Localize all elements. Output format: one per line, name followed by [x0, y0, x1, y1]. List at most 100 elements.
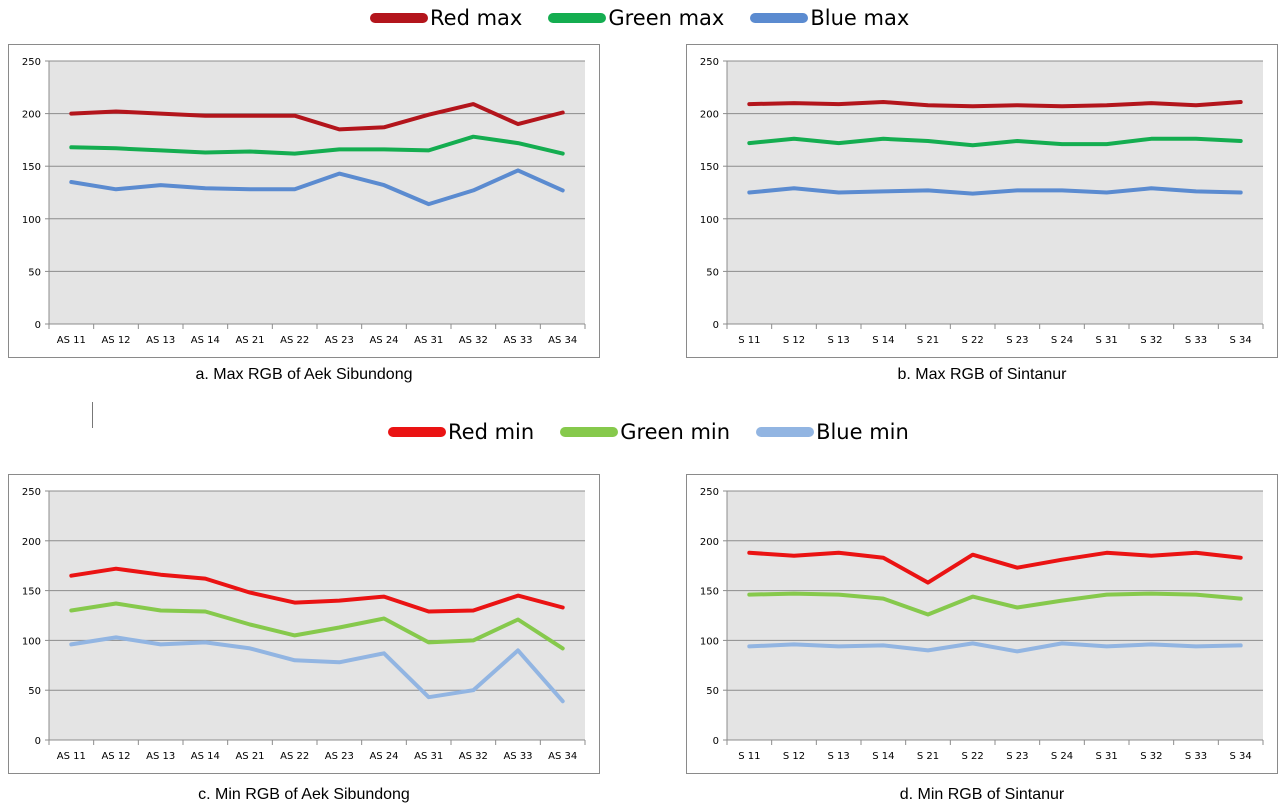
x-tick-label: AS 22 [280, 751, 309, 762]
y-tick-label: 250 [22, 57, 41, 68]
x-tick-label: S 24 [1051, 751, 1073, 762]
x-tick-label: AS 13 [146, 751, 175, 762]
x-tick-label: S 13 [828, 751, 850, 762]
x-tick-label: S 33 [1185, 751, 1207, 762]
x-tick-label: AS 22 [280, 335, 309, 346]
x-tick-label: S 21 [917, 335, 939, 346]
y-tick-label: 100 [700, 636, 719, 647]
x-tick-label: S 14 [872, 335, 894, 346]
caption-d: d. Min RGB of Sintanur [899, 786, 1065, 803]
series-line-blue-min [69, 635, 565, 704]
legend-swatch [548, 13, 607, 23]
chart-panel-c: 0 50 100 150 200 250 AS 11 AS 12 AS 13 AS 14 AS 21… [8, 474, 600, 774]
y-tick-label: 200 [700, 110, 719, 121]
y-tick-label: 0 [35, 736, 41, 747]
legend-swatch [756, 427, 815, 437]
legend-label: Blue min [816, 420, 909, 444]
legend-max: Red max Green max Blue max [370, 6, 935, 30]
text-cursor [92, 402, 93, 428]
y-tick-label: 50 [28, 686, 41, 697]
x-tick-label: AS 34 [548, 751, 577, 762]
x-tick-label: S 32 [1140, 335, 1162, 346]
series-line-red-max [747, 100, 1243, 109]
x-tick-label: S 33 [1185, 335, 1207, 346]
x-tick-label: AS 33 [503, 335, 532, 346]
x-tick-label: S 34 [1230, 751, 1252, 762]
series-line-green-max [69, 134, 565, 156]
legend-label: Green max [608, 6, 725, 30]
x-tick-label: AS 11 [57, 751, 86, 762]
x-tick-label: AS 34 [548, 335, 577, 346]
x-tick-label: S 22 [962, 751, 984, 762]
caption-c: c. Min RGB of Aek Sibundong [198, 786, 410, 803]
legend-item-red-min: Red min [388, 420, 534, 444]
chart-b-svg: 0 50 100 150 200 250 S 11 S 12 S 13 S 14 S 21 S 22 S… [700, 57, 1264, 346]
x-tick-label: S 21 [917, 751, 939, 762]
x-tick-label: S 31 [1096, 751, 1118, 762]
x-tick-label: S 12 [783, 335, 805, 346]
x-tick-label: S 31 [1096, 335, 1118, 346]
x-tick-label: S 24 [1051, 335, 1073, 346]
legend-min: Red min Green min Blue min [388, 420, 935, 444]
x-tick-label: AS 21 [235, 335, 264, 346]
chart-panel-b: 0 50 100 150 200 250 S 11 S 12 S 13 S 14 S 21 S 22 S… [686, 44, 1278, 358]
x-tick-label: AS 14 [191, 335, 220, 346]
series-line-blue-max [69, 168, 565, 207]
legend-item-green-min: Green min [560, 420, 730, 444]
x-tick-label: S 14 [872, 751, 894, 762]
x-tick-label: S 23 [1006, 335, 1028, 346]
y-tick-label: 0 [35, 320, 41, 331]
chart-a-svg: 0 50 100 150 200 250 AS 11 AS 12 AS 13 AS 14 AS 21… [22, 57, 586, 346]
plot-area [727, 491, 1263, 740]
x-tick-label: AS 33 [503, 751, 532, 762]
y-tick-label: 200 [22, 110, 41, 121]
series-line-green-max [747, 136, 1243, 148]
y-tick-label: 150 [700, 162, 719, 173]
plot-area [49, 61, 585, 324]
y-tick-label: 200 [22, 537, 41, 548]
legend-label: Green min [620, 420, 731, 444]
chart-panel-d: 0 50 100 150 200 250 S 11 S 12 S 13 S 14 S 21 S 22 S… [686, 474, 1278, 774]
legend-swatch [388, 427, 446, 437]
x-tick-label: AS 12 [101, 751, 130, 762]
y-tick-label: 200 [700, 537, 719, 548]
y-tick-label: 50 [706, 267, 719, 278]
x-tick-label: S 13 [828, 335, 850, 346]
legend-item-green-max: Green max [548, 6, 724, 30]
series-line-red-max [69, 102, 565, 132]
caption-a: a. Max RGB of Aek Sibundong [195, 366, 413, 383]
series-line-green-min [747, 591, 1243, 617]
caption-b: b. Max RGB of Sintanur [897, 366, 1067, 383]
y-tick-label: 100 [22, 215, 41, 226]
chart-c-svg: 0 50 100 150 200 250 AS 11 AS 12 AS 13 AS 14 AS 21… [22, 487, 586, 762]
y-tick-label: 50 [28, 267, 41, 278]
x-tick-label: S 11 [738, 335, 760, 346]
x-tick-label: AS 13 [146, 335, 175, 346]
y-tick-label: 100 [22, 636, 41, 647]
y-tick-label: 0 [713, 320, 719, 331]
x-tick-label: S 11 [738, 751, 760, 762]
chart-d-svg: 0 50 100 150 200 250 S 11 S 12 S 13 S 14 S 21 S 22 S… [700, 487, 1264, 762]
legend-label: Blue max [810, 6, 910, 30]
x-tick-label: S 23 [1006, 751, 1028, 762]
series-line-blue-max [747, 186, 1243, 196]
legend-label: Red max [430, 6, 523, 30]
x-tick-label: AS 11 [57, 335, 86, 346]
x-tick-label: AS 32 [459, 751, 488, 762]
series-line-red-min [747, 550, 1243, 585]
series-line-green-min [69, 601, 565, 651]
x-tick-label: S 32 [1140, 751, 1162, 762]
chart-panel-a: 0 50 100 150 200 250 AS 11 AS 12 AS 13 AS 14 AS 21… [8, 44, 600, 358]
x-tick-label: AS 31 [414, 751, 443, 762]
legend-swatch [370, 13, 428, 23]
legend-item-blue-min: Blue min [756, 420, 909, 444]
x-tick-label: AS 23 [325, 751, 354, 762]
legend-item-blue-max: Blue max [750, 6, 909, 30]
x-tick-label: S 12 [783, 751, 805, 762]
x-tick-label: AS 14 [191, 751, 220, 762]
legend-item-red-max: Red max [370, 6, 522, 30]
series-line-blue-min [747, 641, 1243, 654]
y-tick-label: 0 [713, 736, 719, 747]
y-tick-label: 50 [706, 686, 719, 697]
y-tick-label: 250 [22, 487, 41, 498]
